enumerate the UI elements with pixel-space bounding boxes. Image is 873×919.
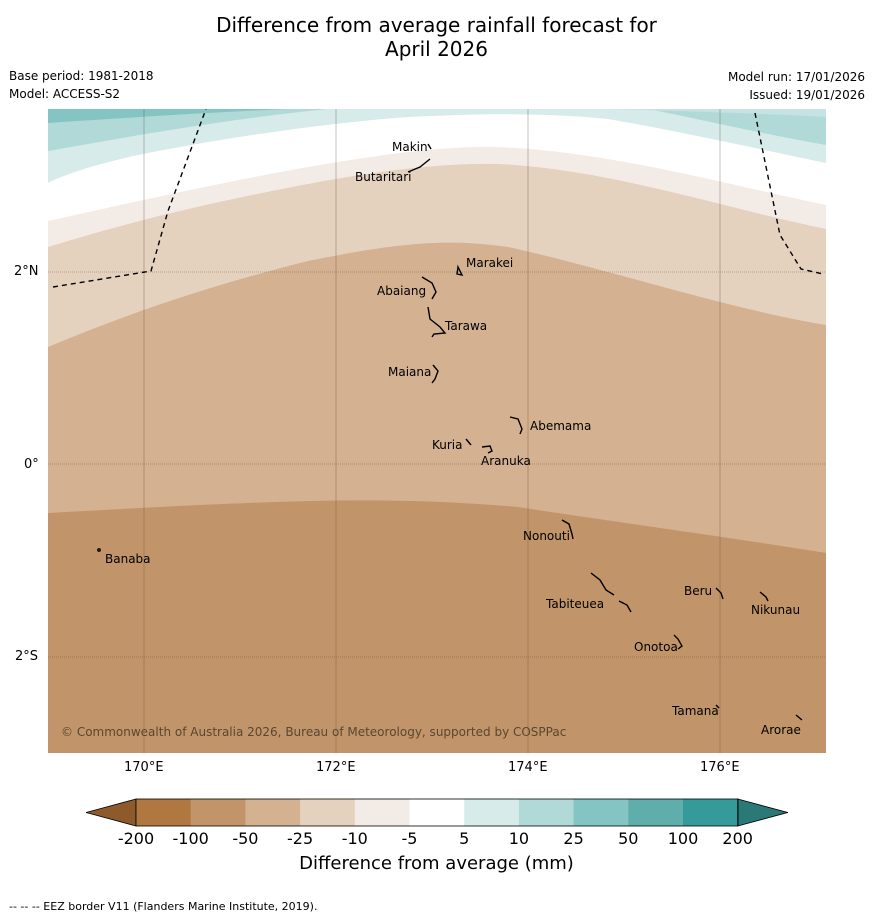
model-run: Model run: 17/01/2026 [727, 70, 865, 84]
band-plus-25 [48, 109, 288, 123]
lat-label-2n: 2°N [14, 264, 39, 279]
label-marakei: Marakei [466, 256, 513, 270]
island-banaba [97, 548, 101, 552]
lon-label-170: 170°E [124, 760, 164, 775]
label-banaba: Banaba [105, 552, 151, 566]
eez-footnote: -- -- -- EEZ border V11 (Flanders Marine… [9, 900, 318, 913]
label-aranuka: Aranuka [481, 454, 531, 468]
colorbar-segment [573, 799, 629, 826]
label-arorae: Arorae [761, 723, 801, 737]
label-kuria: Kuria [432, 438, 463, 452]
island-kuria [465, 438, 472, 446]
colorbar-segment [518, 799, 575, 826]
colorbar-tick-label: 5 [459, 829, 470, 848]
colorbar-segment [245, 799, 301, 826]
island-nikunau [759, 591, 769, 602]
colorbar-tick-label: -5 [401, 829, 418, 848]
island-arorae [795, 714, 803, 721]
issued-date: Issued: 19/01/2026 [749, 88, 865, 102]
copyright: © Commonwealth of Australia 2026, Bureau… [61, 725, 566, 739]
colorbar-tick-label: 200 [722, 829, 753, 848]
island-butaritari [407, 158, 431, 173]
band-minus-5 [48, 109, 826, 221]
label-nikunau: Nikunau [751, 603, 800, 617]
lon-label-174: 174°E [508, 760, 548, 775]
label-onotoa: Onotoa [634, 640, 678, 654]
colorbar-segment [190, 799, 246, 826]
colorbar-tick-label: -10 [341, 829, 368, 848]
colorbar-segment [354, 799, 410, 826]
colorbar-segment [464, 799, 520, 826]
colorbar-segment [683, 799, 739, 826]
label-tarawa: Tarawa [444, 319, 487, 333]
colorbar-tick-label: 50 [618, 829, 639, 848]
colorbar-tick-label: 100 [667, 829, 699, 848]
title-line-2: April 2026 [385, 37, 488, 61]
colorbar-extend-high [737, 798, 788, 827]
label-maiana: Maiana [388, 365, 431, 379]
island-maiana [431, 364, 439, 384]
colorbar [86, 798, 788, 827]
grid-lines [48, 109, 826, 753]
band-plus-25-right [608, 109, 826, 117]
model-name: Model: ACCESS-S2 [9, 87, 121, 101]
label-beru: Beru [684, 584, 712, 598]
island-nonouti [561, 519, 574, 540]
band-plus-5 [48, 109, 826, 183]
island-beru [715, 587, 724, 600]
colorbar-tick-label: -200 [117, 829, 155, 848]
eez-border [52, 109, 824, 288]
island-aranuka [481, 445, 493, 454]
island-onotoa [673, 634, 683, 650]
label-tabiteuea: Tabiteuea [545, 597, 604, 611]
label-abemama: Abemama [530, 419, 591, 433]
label-abaiang: Abaiang [377, 284, 426, 298]
colorbar-tick-label: 10 [508, 829, 530, 848]
colorbar-tick-label: 25 [563, 829, 584, 848]
place-labels: Makin Butaritari Marakei Abaiang Tarawa … [105, 140, 801, 737]
island-abaiang [421, 276, 437, 300]
colorbar-tick-label: -100 [172, 829, 209, 848]
island-makin [427, 143, 432, 150]
rainfall-map: Makin Butaritari Marakei Abaiang Tarawa … [48, 109, 826, 753]
base-period: Base period: 1981-2018 [9, 69, 154, 83]
colorbar-extend-low [86, 798, 137, 827]
label-makin: Makin [392, 140, 428, 154]
island-tabiteuea [590, 572, 632, 613]
island-outlines [97, 143, 803, 721]
lon-label-176: 176°E [700, 760, 740, 775]
lon-label-172: 172°E [316, 760, 356, 775]
island-abemama [509, 416, 523, 435]
label-tamana: Tamana [671, 704, 719, 718]
title-line-1: Difference from average rainfall forecas… [216, 13, 657, 37]
colorbar-segment [300, 799, 356, 826]
lat-label-0: 0° [24, 457, 39, 472]
label-nonouti: Nonouti [523, 529, 570, 543]
island-tamana [715, 704, 720, 709]
label-butaritari: Butaritari [355, 170, 412, 184]
colorbar-tick-label: -50 [232, 829, 259, 848]
colorbar-segment [409, 799, 465, 826]
lat-label-2s: 2°S [15, 649, 39, 664]
colorbar-segment [628, 799, 684, 826]
colorbar-tick-label: -25 [287, 829, 314, 848]
island-marakei [456, 264, 464, 276]
island-tarawa [427, 306, 447, 338]
colorbar-segment [136, 799, 192, 826]
colorbar-title: Difference from average (mm) [299, 853, 574, 874]
